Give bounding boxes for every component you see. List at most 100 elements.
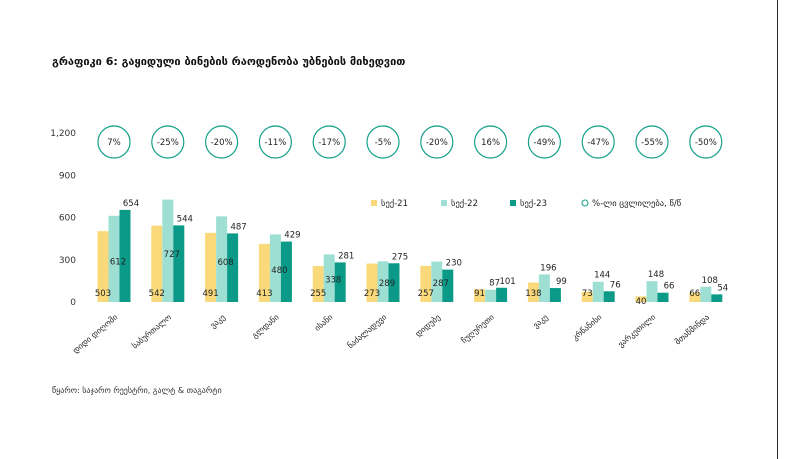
change-bubble bbox=[366, 125, 400, 159]
bar-sep21 bbox=[689, 292, 701, 302]
bar-sep21 bbox=[420, 265, 432, 302]
bar-sep23 bbox=[711, 294, 723, 302]
bar-sep21 bbox=[581, 291, 593, 302]
y-tick-label: 0 bbox=[70, 298, 76, 308]
value-label-sep22: 608 bbox=[217, 258, 233, 268]
value-label-sep22: 289 bbox=[379, 279, 395, 289]
y-tick-label: 900 bbox=[59, 171, 76, 181]
value-label-sep21: 491 bbox=[202, 289, 218, 299]
bar-sep23 bbox=[496, 287, 508, 302]
bar-sep22 bbox=[269, 234, 281, 302]
bar-sep22 bbox=[108, 215, 120, 302]
bar-sep21 bbox=[474, 289, 486, 302]
value-label-sep23: 66 bbox=[664, 282, 675, 292]
value-label-sep23: 230 bbox=[446, 259, 462, 269]
value-label-sep23: 54 bbox=[717, 283, 728, 293]
bar-sep23 bbox=[549, 288, 561, 302]
value-label-sep22: 87 bbox=[489, 279, 500, 289]
value-label-sep22: 196 bbox=[540, 263, 556, 273]
source-note: წყარო: საჯარო რეესტრი, გალტ & თაგარტი bbox=[52, 386, 222, 395]
legend-label: სექ-21 bbox=[381, 198, 408, 209]
value-label-sep21: 413 bbox=[256, 289, 272, 299]
category-label: დიდუბე bbox=[413, 312, 442, 339]
legend-swatch bbox=[510, 200, 516, 206]
change-bubbles: 7% -25% -20% -11% -17% -5% -20% 16% -49% -47% -55%… bbox=[97, 125, 723, 159]
legend: სექ-21 სექ-22 სექ-23 %-ლი ცვლილება, წ/წ bbox=[371, 198, 682, 209]
value-label-sep22: 480 bbox=[271, 266, 287, 276]
y-tick-label: 600 bbox=[59, 214, 76, 224]
value-label-sep23: 429 bbox=[284, 231, 300, 241]
bar-sep23 bbox=[388, 263, 400, 302]
change-label: -17% bbox=[318, 138, 340, 148]
y-axis: 0 300 600 900 1,200 bbox=[50, 129, 76, 308]
bar-sep23 bbox=[119, 209, 131, 302]
change-bubble bbox=[527, 125, 562, 159]
value-label-sep21: 542 bbox=[149, 289, 165, 299]
bar-sep22 bbox=[216, 216, 228, 302]
value-label-sep23: 281 bbox=[338, 251, 354, 261]
bar-sep22 bbox=[538, 274, 550, 302]
change-label: -20% bbox=[211, 138, 233, 148]
legend-label: %-ლი ცვლილება, წ/წ bbox=[592, 198, 682, 209]
change-bubble bbox=[689, 125, 723, 159]
value-label-sep23: 99 bbox=[556, 277, 567, 287]
change-label: -5% bbox=[375, 138, 392, 148]
value-label-sep23: 275 bbox=[392, 252, 408, 262]
bar-sep23 bbox=[280, 241, 292, 302]
value-label-sep22: 108 bbox=[702, 276, 718, 286]
value-label-sep23: 544 bbox=[177, 214, 193, 224]
value-label-sep21: 273 bbox=[364, 289, 380, 299]
value-label-sep21: 255 bbox=[310, 289, 326, 299]
category-label: გლდანი bbox=[250, 312, 281, 340]
change-label: 16% bbox=[481, 138, 500, 148]
value-label-sep23: 654 bbox=[123, 199, 139, 209]
bar-sep21 bbox=[366, 263, 378, 302]
legend-swatch bbox=[581, 199, 589, 207]
value-label-sep21: 91 bbox=[474, 289, 485, 299]
value-label-sep22: 338 bbox=[325, 276, 341, 286]
category-label: ვარკეთილი bbox=[616, 312, 658, 349]
bar-sep22 bbox=[646, 281, 658, 302]
value-labels: 503 612 654 542 727 544 491 608 487 413 480 429 255 3… bbox=[95, 199, 728, 307]
bar-sep21 bbox=[151, 225, 163, 302]
change-bubble bbox=[581, 125, 615, 159]
legend-swatch bbox=[371, 200, 377, 206]
bar-sep21 bbox=[97, 231, 109, 302]
bar-sep21 bbox=[258, 243, 270, 302]
value-label-sep23: 101 bbox=[499, 277, 515, 287]
change-bubble bbox=[258, 125, 292, 159]
bar-sep21 bbox=[312, 266, 324, 302]
value-label-sep21: 138 bbox=[525, 289, 541, 299]
chart-title: გრაფიკი 6: გაყიდული ბინების რაოდენობა უბ… bbox=[52, 55, 406, 68]
value-label-sep21: 503 bbox=[95, 289, 111, 299]
value-label-sep22: 612 bbox=[110, 257, 126, 267]
bar-sep22 bbox=[162, 199, 174, 302]
legend-swatch bbox=[441, 200, 447, 206]
value-label-sep21: 40 bbox=[636, 297, 647, 307]
category-labels: დიდი დიღომი საბურთალო ვაკე გლდანი ისანი ნაძალ… bbox=[70, 312, 711, 355]
value-label-sep22: 287 bbox=[433, 279, 449, 289]
change-label: -25% bbox=[157, 138, 179, 148]
bar-sep22 bbox=[377, 261, 389, 302]
y-tick-label: 300 bbox=[59, 256, 76, 266]
category-label: ისანი bbox=[312, 312, 334, 333]
change-label: 7% bbox=[107, 138, 121, 148]
bar-sep23 bbox=[442, 269, 454, 302]
bar-sep21 bbox=[205, 232, 217, 302]
change-bubble bbox=[474, 125, 508, 159]
change-bubble bbox=[151, 125, 185, 159]
bar-sep23 bbox=[657, 292, 669, 302]
value-label-sep21: 73 bbox=[582, 289, 593, 299]
change-bubble bbox=[635, 125, 669, 159]
change-label: -55% bbox=[641, 138, 663, 148]
bar-sep23 bbox=[603, 291, 615, 302]
change-label: -20% bbox=[426, 138, 448, 148]
value-label-sep22: 148 bbox=[648, 270, 664, 280]
change-label: -49% bbox=[533, 138, 555, 148]
category-label: ჩუღურეთი bbox=[459, 312, 496, 345]
category-label: კრწანისი bbox=[570, 312, 603, 342]
value-label-sep21: 257 bbox=[418, 289, 434, 299]
bar-sep21 bbox=[635, 296, 647, 302]
change-label: -47% bbox=[587, 138, 609, 148]
